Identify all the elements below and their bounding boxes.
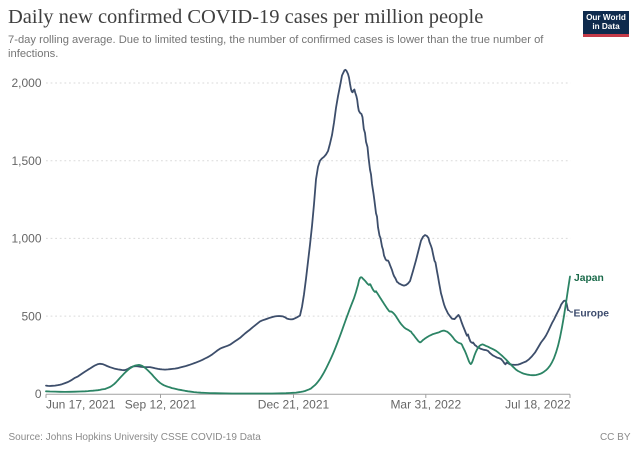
svg-text:1,500: 1,500 — [11, 154, 41, 168]
svg-text:1,000: 1,000 — [11, 232, 41, 246]
svg-text:0: 0 — [35, 387, 42, 401]
svg-text:Jun 17, 2021: Jun 17, 2021 — [46, 398, 116, 412]
svg-text:Dec 21, 2021: Dec 21, 2021 — [258, 398, 330, 412]
svg-text:2,000: 2,000 — [11, 76, 41, 90]
svg-text:Jul 18, 2022: Jul 18, 2022 — [505, 398, 571, 412]
svg-text:Europe: Europe — [574, 308, 610, 319]
svg-text:Mar 31, 2022: Mar 31, 2022 — [390, 398, 461, 412]
svg-text:Japan: Japan — [574, 273, 604, 284]
svg-text:500: 500 — [21, 309, 41, 323]
svg-text:Sep 12, 2021: Sep 12, 2021 — [125, 398, 197, 412]
